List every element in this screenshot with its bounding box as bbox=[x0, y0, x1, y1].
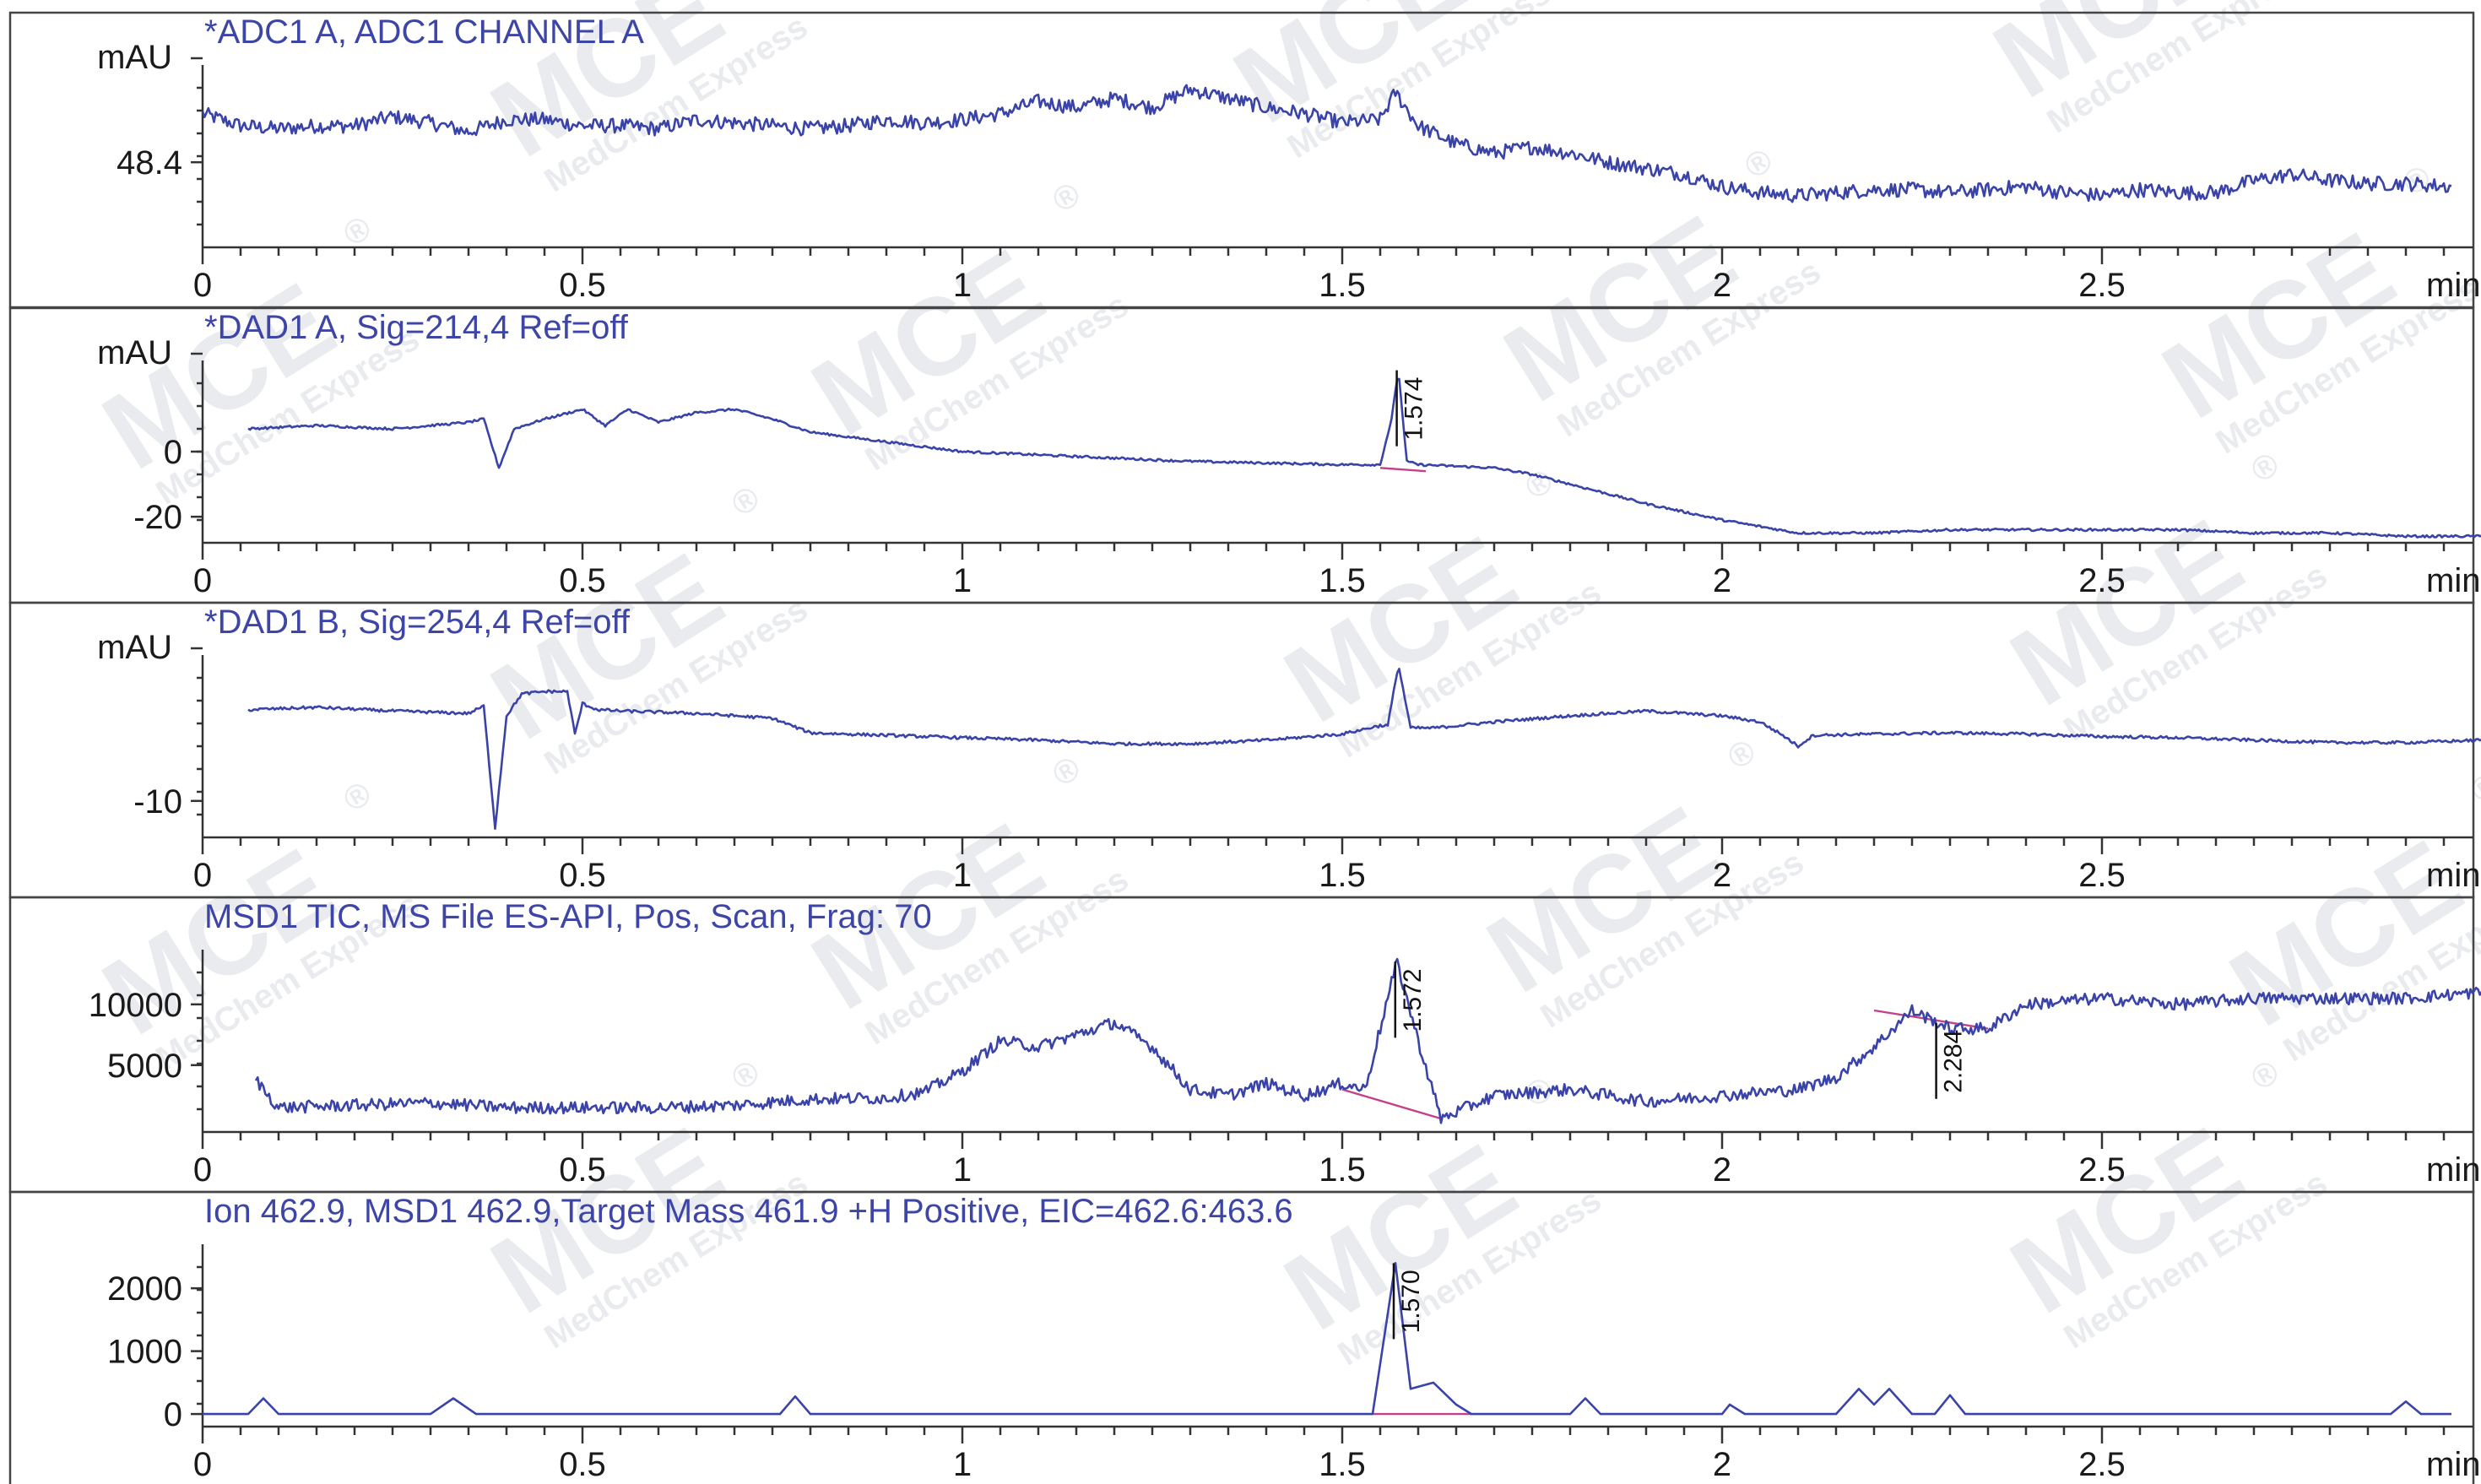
peak-retention-label: 1.574 bbox=[1400, 377, 1428, 441]
y-tick-label: 1000 bbox=[107, 1334, 182, 1371]
x-axis-label: min bbox=[2426, 562, 2480, 599]
x-axis-label: min bbox=[2426, 857, 2480, 894]
panel-title: *DAD1 B, Sig=254,4 Ref=off bbox=[204, 604, 631, 641]
watermark-registered-mark: ® bbox=[1721, 733, 1762, 777]
x-tick-label: 0.5 bbox=[559, 267, 606, 304]
x-tick-label: 1.5 bbox=[1319, 562, 1366, 599]
chart-panel-5: Ion 462.9, MSD1 462.9,Target Mass 461.9 … bbox=[8, 1190, 2480, 1484]
chromatogram-trace bbox=[201, 84, 2452, 203]
x-tick-label: 2 bbox=[1713, 267, 1731, 304]
x-tick-label: 2 bbox=[1713, 562, 1731, 599]
watermark-registered-mark: ® bbox=[337, 775, 377, 820]
x-tick-label: 2.5 bbox=[2078, 1446, 2126, 1483]
x-tick-label: 0.5 bbox=[559, 562, 606, 599]
x-tick-label: 0.5 bbox=[559, 857, 606, 894]
watermark-registered-mark: ® bbox=[1046, 750, 1086, 794]
chart-panels: *ADC1 A, ADC1 CHANNEL A 0 0.5 1 1.5 2 2.5 min 48… bbox=[8, 11, 2481, 1484]
watermark-registered-mark: ® bbox=[2245, 446, 2285, 490]
chart-panel-4: MSD1 TIC, MS File ES-API, Pos, Scan, Fra… bbox=[8, 896, 2481, 1194]
x-tick-label: 0.5 bbox=[559, 1151, 606, 1189]
panel-title: *ADC1 A, ADC1 CHANNEL A bbox=[204, 14, 644, 51]
x-tick-label: 0 bbox=[193, 267, 212, 304]
x-tick-label: 1.5 bbox=[1319, 1446, 1366, 1483]
chromatogram-trace bbox=[203, 1262, 2451, 1416]
x-axis-label: min bbox=[2426, 267, 2480, 304]
x-tick-label: 2.5 bbox=[2078, 562, 2126, 599]
watermark-registered-mark: ® bbox=[725, 1053, 766, 1098]
x-tick-label: 2 bbox=[1713, 857, 1731, 894]
watermark-registered-mark: ® bbox=[1519, 463, 1559, 507]
panel-title: *DAD1 A, Sig=214,4 Ref=off bbox=[204, 309, 629, 346]
x-tick-label: 0 bbox=[193, 1446, 212, 1483]
panel-frame bbox=[8, 1190, 2475, 1484]
peak-retention-label: 1.572 bbox=[1399, 968, 1427, 1032]
x-tick-label: 2.5 bbox=[2078, 857, 2126, 894]
watermark-registered-mark: ® bbox=[1046, 176, 1086, 220]
x-tick-label: 0.5 bbox=[559, 1446, 606, 1483]
chart-panel-1: *ADC1 A, ADC1 CHANNEL A 0 0.5 1 1.5 2 2.5 min 48… bbox=[8, 11, 2480, 309]
x-tick-label: 2 bbox=[1713, 1446, 1731, 1483]
x-axis-label: min bbox=[2426, 1151, 2480, 1189]
x-tick-label: 1.5 bbox=[1319, 857, 1366, 894]
chart-panel-3: *DAD1 B, Sig=254,4 Ref=off 0 0.5 1 1.5 2 2.5 mi… bbox=[8, 601, 2481, 899]
x-tick-label: 2.5 bbox=[2078, 1151, 2126, 1189]
y-tick-label: 0 bbox=[164, 434, 182, 471]
peak-retention-label: 1.570 bbox=[1397, 1270, 1425, 1333]
chromatogram-trace bbox=[247, 377, 2481, 539]
x-tick-label: 1 bbox=[953, 857, 972, 894]
y-tick-label: -10 bbox=[133, 783, 182, 821]
y-tick-label: 5000 bbox=[107, 1048, 182, 1085]
y-tick-label: 0 bbox=[164, 1396, 182, 1433]
x-tick-label: 1 bbox=[953, 1446, 972, 1483]
x-tick-label: 0 bbox=[193, 1151, 212, 1189]
y-tick-label: 48.4 bbox=[116, 144, 182, 181]
y-axis-label: mAU bbox=[97, 39, 172, 76]
x-tick-label: 1.5 bbox=[1319, 267, 1366, 304]
integration-baseline bbox=[1379, 467, 1427, 473]
x-tick-label: 2 bbox=[1713, 1151, 1731, 1189]
x-tick-label: 0 bbox=[193, 857, 212, 894]
watermark-registered-mark: ® bbox=[725, 479, 766, 524]
peak-retention-label: 2.284 bbox=[1940, 1030, 1968, 1093]
chart-panel-2: *DAD1 A, Sig=214,4 Ref=off 0 0.5 1 1.5 2 2.5 mi… bbox=[8, 306, 2481, 604]
x-tick-label: 1 bbox=[953, 1151, 972, 1189]
y-tick-label: 2000 bbox=[107, 1270, 182, 1308]
y-tick-label: -20 bbox=[133, 499, 182, 536]
panel-title: Ion 462.9, MSD1 462.9,Target Mass 461.9 … bbox=[204, 1193, 1293, 1230]
panel-title: MSD1 TIC, MS File ES-API, Pos, Scan, Fra… bbox=[204, 898, 932, 935]
x-tick-label: 2.5 bbox=[2078, 267, 2126, 304]
x-tick-label: 1 bbox=[953, 562, 972, 599]
watermark-registered-mark: ® bbox=[1738, 142, 1779, 187]
x-tick-label: 0 bbox=[193, 562, 212, 599]
chromatogram-trace bbox=[247, 667, 2481, 831]
x-axis-label: min bbox=[2426, 1446, 2480, 1483]
y-axis-label: mAU bbox=[97, 334, 172, 371]
x-tick-label: 1.5 bbox=[1319, 1151, 1366, 1189]
y-axis-label: mAU bbox=[97, 629, 172, 666]
integration-baseline bbox=[1341, 1088, 1442, 1120]
x-tick-label: 1 bbox=[953, 267, 972, 304]
watermark-registered-mark: ® bbox=[2245, 1053, 2285, 1098]
chromatogram-trace bbox=[254, 957, 2481, 1124]
y-tick-label: 10000 bbox=[89, 987, 182, 1024]
